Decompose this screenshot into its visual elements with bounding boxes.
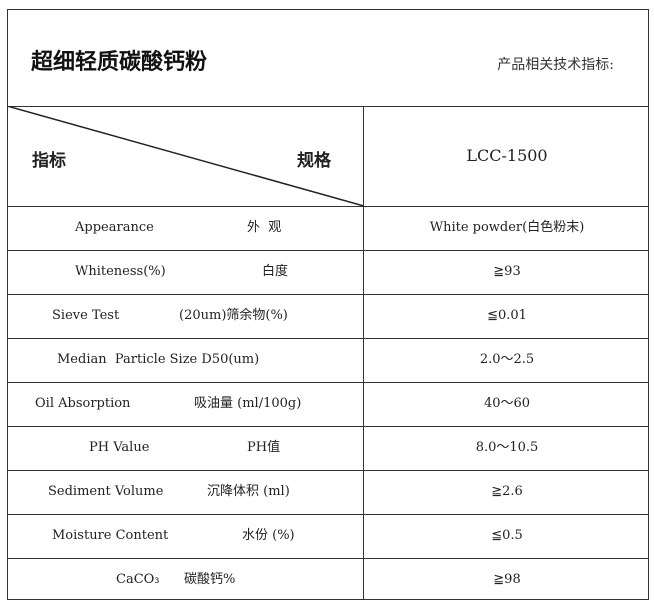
divider (7, 382, 649, 383)
spec-value: ≧2.6 (491, 484, 523, 499)
table-row: Whiteness(%) 白度 ≧93 (7, 250, 649, 294)
indicator-cn: 水份 (%) (242, 528, 295, 543)
table-row: PH Value PH值 8.0～10.5 (7, 426, 649, 470)
divider (7, 106, 649, 107)
header-spec-label: 规格 (297, 151, 331, 171)
indicator-en: Sediment Volume (48, 484, 164, 499)
column-divider (363, 106, 364, 600)
table-row: Median Particle Size D50(um) 2.0～2.5 (7, 338, 649, 382)
indicator-cn: 吸油量 (ml/100g) (194, 396, 302, 411)
indicator-cn: PH值 (247, 440, 281, 455)
indicator-cn: 碳酸钙% (184, 572, 236, 587)
indicator-cn: 外 观 (247, 220, 282, 235)
indicator-en: Oil Absorption (35, 396, 131, 411)
divider (7, 470, 649, 471)
spec-value: White powder(白色粉末) (429, 220, 585, 235)
indicator-cn: 沉降体积 (ml) (207, 484, 290, 499)
indicator-cn: 白度 (262, 264, 289, 279)
indicator-en: PH Value (89, 440, 150, 455)
divider (7, 514, 649, 515)
spec-table (7, 9, 649, 600)
table-row: CaCO₃ 碳酸钙% ≧98 (7, 558, 649, 602)
spec-value: ≦0.01 (487, 308, 527, 323)
header-model: LCC-1500 (466, 146, 548, 165)
indicator-cn: (20um)筛余物(%) (179, 308, 288, 323)
diagonal-header-line (7, 106, 364, 207)
indicator-en: Moisture Content (52, 528, 169, 543)
table-row: Oil Absorption 吸油量 (ml/100g) 40～60 (7, 382, 649, 426)
header-indicator: 指标 (32, 151, 66, 171)
table-row: Sieve Test (20um)筛余物(%) ≦0.01 (7, 294, 649, 338)
indicator-en: Median Particle Size D50(um) (57, 352, 260, 367)
indicator-en: Whiteness(%) (75, 264, 166, 279)
divider (7, 294, 649, 295)
divider (7, 338, 649, 339)
indicator-en: CaCO₃ (116, 572, 160, 587)
table-row: Sediment Volume 沉降体积 (ml) ≧2.6 (7, 470, 649, 514)
spec-value: 8.0～10.5 (475, 440, 539, 455)
spec-value: 2.0～2.5 (479, 352, 535, 367)
spec-value: ≧98 (493, 572, 521, 587)
table-row: Moisture Content 水份 (%) ≦0.5 (7, 514, 649, 558)
indicator-en: Appearance (75, 220, 154, 235)
subtitle: 产品相关技术指标: (497, 57, 614, 73)
spec-value: ≦0.5 (491, 528, 523, 543)
spec-value: ≧93 (493, 264, 521, 279)
divider (7, 206, 649, 207)
product-title: 超细轻质碳酸钙粉 (31, 50, 208, 75)
divider (7, 558, 649, 559)
divider (7, 250, 649, 251)
spec-value: 40～60 (483, 396, 531, 411)
divider (7, 426, 649, 427)
table-row: Appearance 外 观 White powder(白色粉末) (7, 206, 649, 250)
indicator-en: Sieve Test (52, 308, 120, 323)
